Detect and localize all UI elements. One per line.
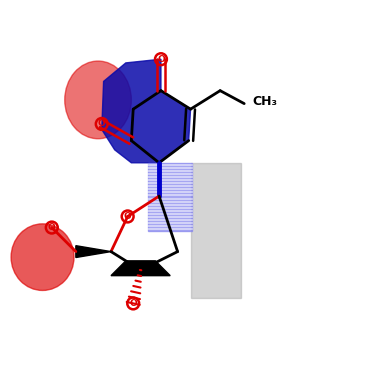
Text: O: O	[48, 223, 56, 232]
Polygon shape	[148, 163, 192, 231]
Ellipse shape	[65, 61, 131, 139]
Text: O: O	[157, 55, 165, 64]
Ellipse shape	[11, 224, 74, 290]
Polygon shape	[102, 59, 191, 163]
Polygon shape	[191, 163, 240, 298]
Text: O: O	[130, 299, 137, 308]
Polygon shape	[76, 246, 111, 258]
Text: CH₃: CH₃	[252, 95, 278, 108]
Text: O: O	[98, 120, 105, 128]
Polygon shape	[111, 261, 170, 276]
Text: O: O	[124, 212, 131, 221]
